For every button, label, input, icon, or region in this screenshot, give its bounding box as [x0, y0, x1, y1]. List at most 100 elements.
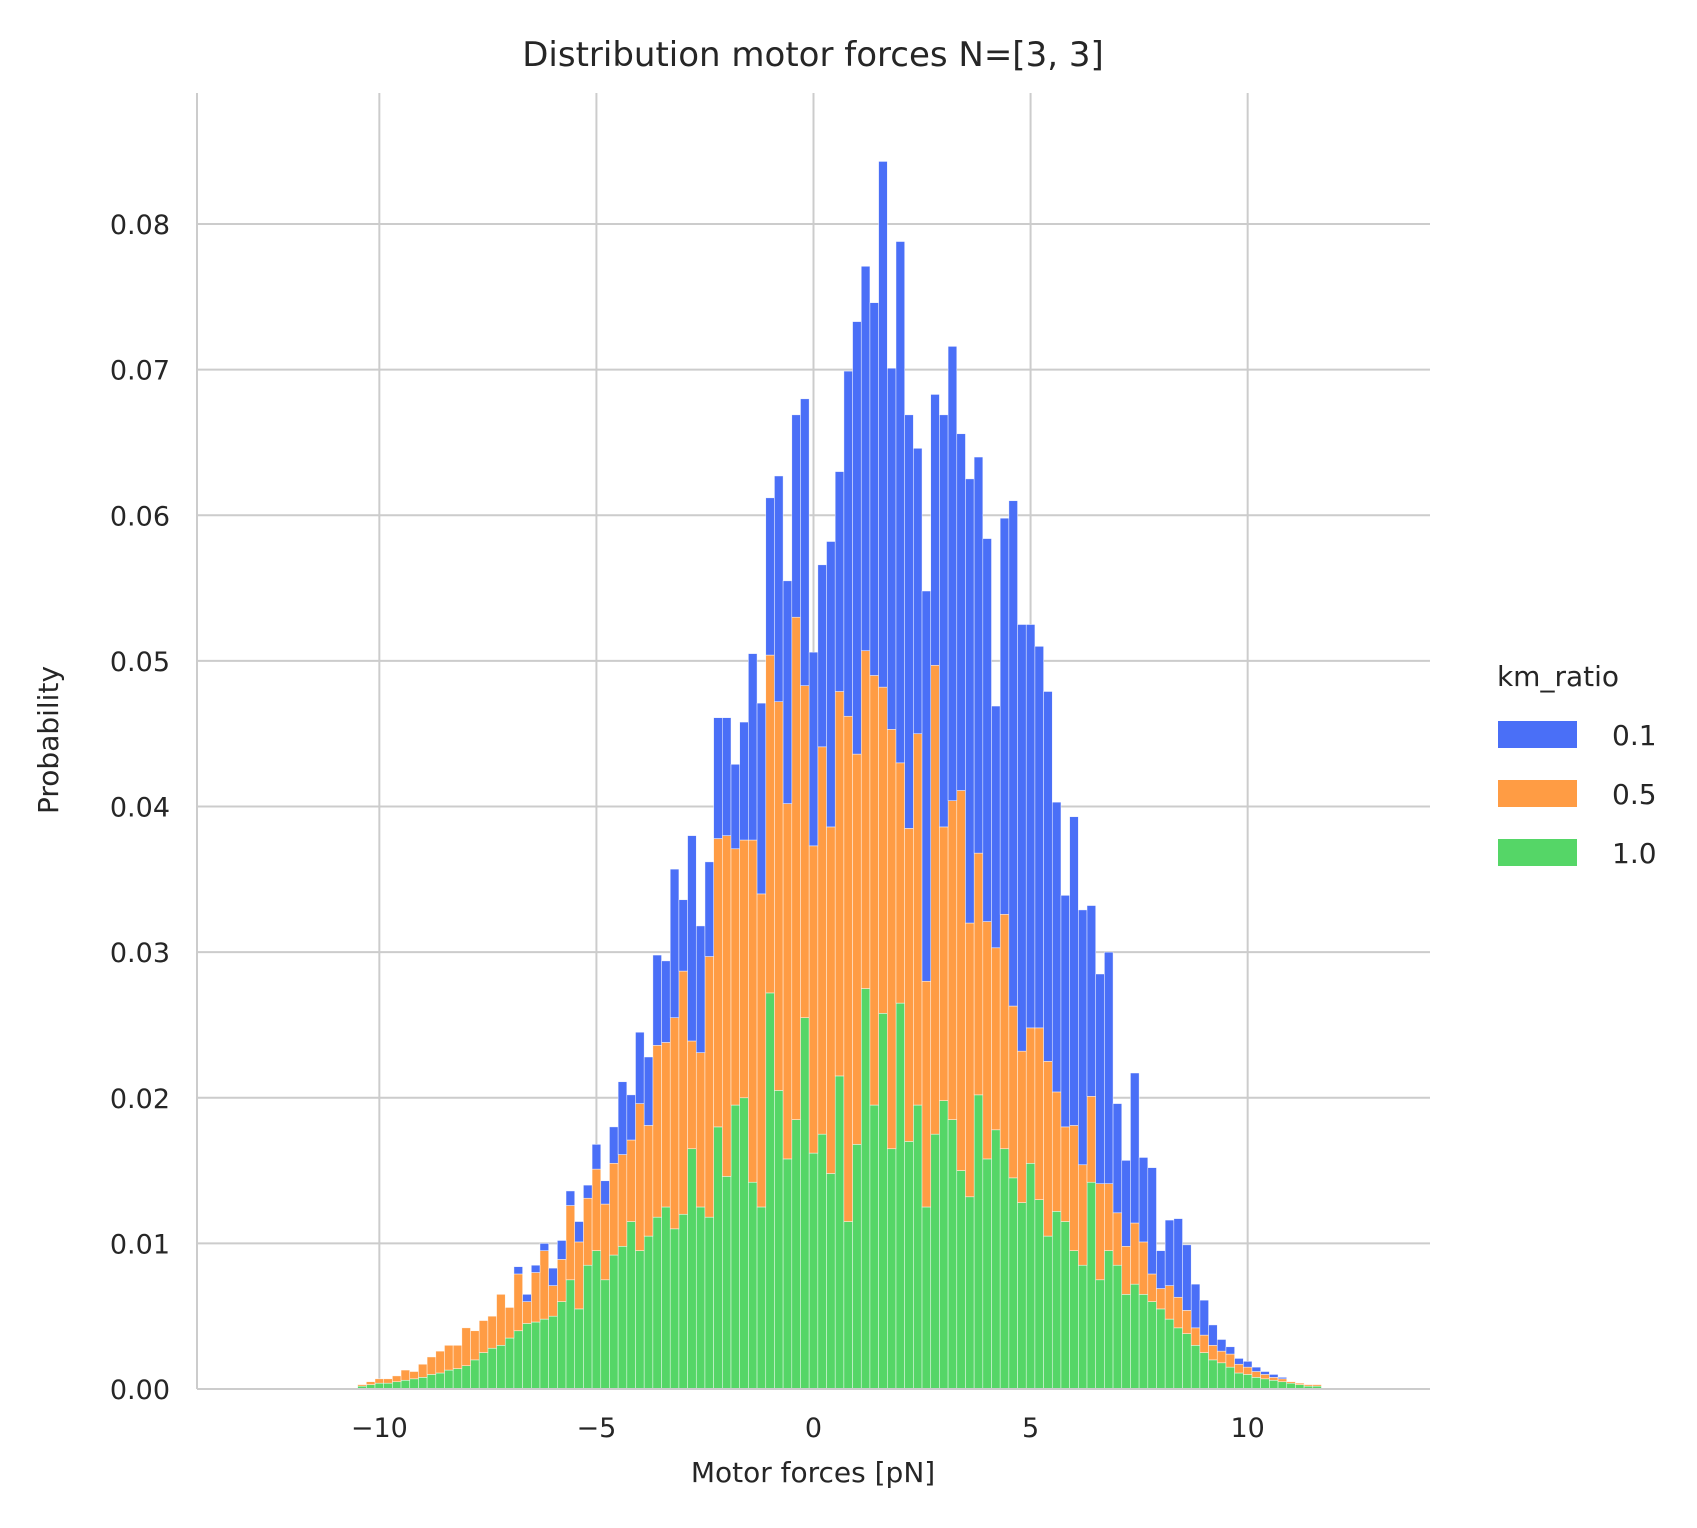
bar-1.0 — [748, 1181, 758, 1390]
y-tick-label: 0.03 — [110, 938, 170, 969]
bar-1.0 — [687, 1148, 697, 1390]
bar-0.1 — [1008, 500, 1018, 1007]
bar-0.1 — [1225, 1346, 1235, 1355]
bar-0.5 — [1095, 1183, 1105, 1281]
legend: km_ratio 0.1 0.5 1.0 — [1497, 660, 1657, 870]
bar-0.5 — [1130, 1222, 1140, 1285]
bar-0.1 — [826, 541, 836, 828]
bar-0.5 — [565, 1205, 576, 1281]
bar-1.0 — [930, 1133, 940, 1390]
bar-0.1 — [513, 1266, 523, 1275]
bar-0.1 — [626, 1094, 636, 1141]
bar-0.5 — [1286, 1381, 1296, 1384]
y-tick-label: 0.00 — [110, 1375, 170, 1406]
bar-0.5 — [1295, 1382, 1305, 1385]
bar-0.5 — [930, 664, 940, 1135]
x-axis-label: Motor forces [pN] — [691, 1456, 935, 1489]
bar-0.5 — [1243, 1366, 1253, 1375]
bar-0.5 — [887, 729, 897, 1150]
bar-0.5 — [548, 1285, 558, 1317]
bar-1.0 — [947, 1119, 958, 1390]
y-tick-labels: 0.00 0.01 0.02 0.03 0.04 0.05 0.06 0.07 0.08 — [110, 210, 170, 1406]
bar-0.5 — [1190, 1327, 1201, 1346]
bar-1.0 — [1043, 1235, 1053, 1390]
bar-1.0 — [661, 1206, 671, 1390]
bar-1.0 — [1025, 1162, 1036, 1390]
bar-1.0 — [1086, 1181, 1097, 1390]
bar-1.0 — [591, 1250, 602, 1390]
bar-0.1 — [652, 954, 662, 1046]
bar-0.5 — [461, 1327, 471, 1367]
bar-1.0 — [921, 1206, 932, 1390]
bar-0.1 — [739, 721, 749, 841]
bar-0.5 — [452, 1345, 463, 1369]
bar-0.5 — [409, 1371, 419, 1380]
bar-0.1 — [956, 433, 966, 791]
bar-0.5 — [678, 970, 688, 1215]
x-tick-label: −5 — [577, 1413, 617, 1444]
bar-0.5 — [704, 956, 714, 1218]
bar-1.0 — [1130, 1283, 1140, 1390]
bar-1.0 — [730, 1104, 740, 1390]
bar-0.5 — [965, 922, 975, 1198]
bar-1.0 — [852, 1144, 862, 1390]
bar-1.0 — [1156, 1308, 1166, 1390]
bar-0.5 — [860, 650, 871, 989]
bar-1.0 — [461, 1365, 471, 1390]
bar-0.5 — [982, 921, 992, 1160]
bar-1.0 — [1190, 1345, 1201, 1390]
y-tick-label: 0.04 — [110, 793, 170, 824]
bar-1.0 — [635, 1250, 645, 1390]
x-tick-label: −10 — [351, 1413, 408, 1444]
bar-0.5 — [626, 1139, 636, 1222]
bar-0.1 — [600, 1180, 610, 1205]
bar-1.0 — [1008, 1177, 1018, 1390]
bar-1.0 — [400, 1379, 411, 1390]
bar-1.0 — [583, 1264, 593, 1390]
y-tick-label: 0.06 — [110, 501, 170, 532]
bar-0.1 — [548, 1267, 558, 1286]
bar-1.0 — [991, 1129, 1001, 1390]
bar-1.0 — [626, 1221, 636, 1390]
bar-0.5 — [956, 790, 966, 1171]
bar-1.0 — [826, 1173, 836, 1390]
bar-0.1 — [1060, 895, 1070, 1128]
bar-0.5 — [991, 947, 1001, 1131]
bar-1.0 — [678, 1213, 688, 1390]
bar-0.5 — [973, 852, 984, 1096]
bar-0.5 — [635, 1103, 645, 1251]
legend-label-0.1: 0.1 — [1612, 719, 1657, 752]
bar-0.1 — [583, 1184, 593, 1199]
bar-0.5 — [1156, 1288, 1166, 1310]
bar-0.5 — [591, 1168, 602, 1251]
bar-1.0 — [435, 1372, 445, 1390]
y-tick-label: 0.05 — [110, 647, 170, 678]
bar-0.5 — [496, 1294, 506, 1346]
bar-0.1 — [1051, 801, 1062, 1093]
bar-0.5 — [748, 839, 758, 1183]
x-tick-label: 5 — [1022, 1413, 1039, 1444]
bar-0.1 — [1069, 816, 1079, 1126]
bar-0.5 — [574, 1241, 584, 1310]
chart-title: Distribution motor forces N=[3, 3] — [522, 35, 1103, 75]
bar-1.0 — [878, 1013, 888, 1390]
bar-0.1 — [748, 653, 758, 841]
bar-0.5 — [843, 715, 853, 1222]
bar-1.0 — [426, 1374, 437, 1390]
bar-0.1 — [991, 705, 1001, 949]
bar-0.5 — [695, 1052, 706, 1208]
bar-0.1 — [930, 394, 940, 666]
bar-0.1 — [982, 538, 992, 922]
bar-1.0 — [791, 1119, 801, 1390]
bars — [357, 161, 1322, 1390]
bar-0.5 — [1078, 1164, 1088, 1266]
bar-0.1 — [1164, 1219, 1175, 1286]
bar-0.1 — [1251, 1366, 1261, 1372]
bar-0.5 — [878, 686, 888, 1014]
bar-0.5 — [1147, 1273, 1157, 1302]
bar-0.5 — [1138, 1241, 1149, 1295]
bar-1.0 — [765, 992, 775, 1390]
bar-0.5 — [1017, 1050, 1027, 1203]
